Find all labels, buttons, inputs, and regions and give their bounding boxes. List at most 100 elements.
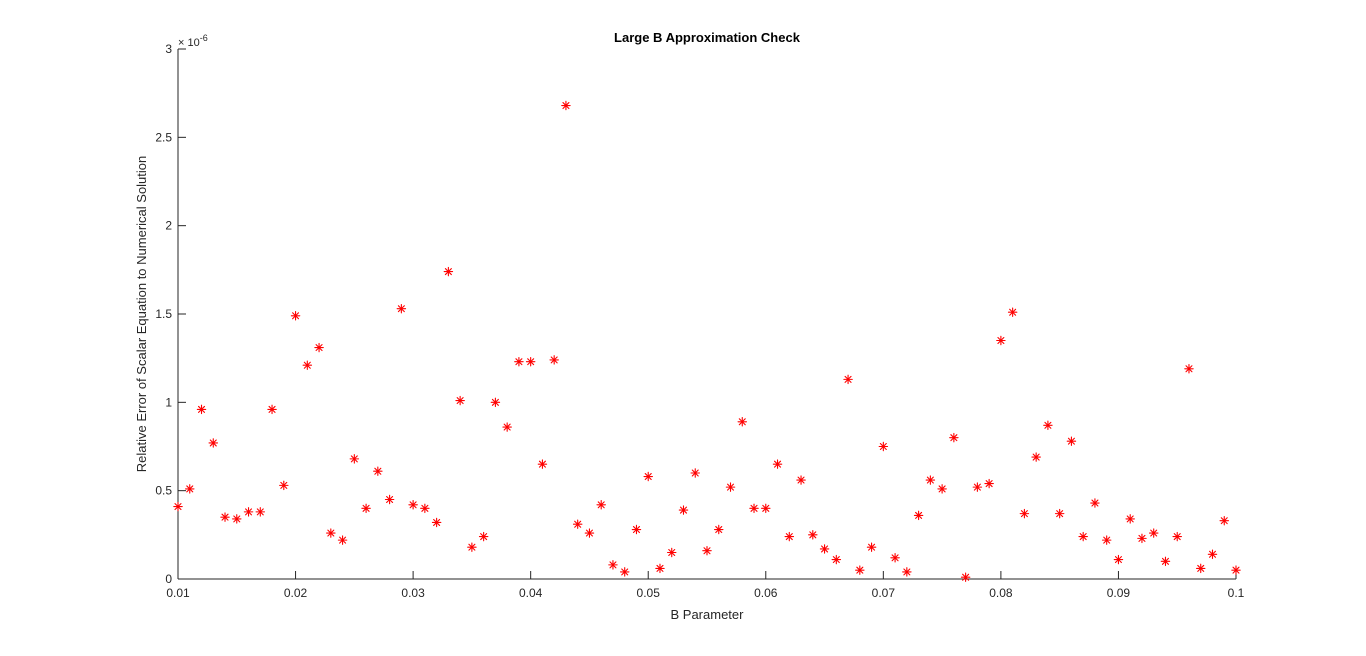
data-series [173, 100, 1241, 582]
data-point [537, 459, 548, 469]
data-point [443, 266, 454, 277]
data-point [937, 484, 947, 494]
x-tick-label: 0.06 [754, 586, 778, 600]
data-point [1231, 565, 1241, 575]
data-point [208, 438, 219, 448]
data-point [373, 466, 383, 476]
y-tick-label: 0.5 [155, 484, 172, 498]
data-point [596, 500, 606, 510]
y-exponent-prefix: × 10 [178, 37, 200, 49]
y-tick-label: 0 [165, 572, 172, 586]
data-point [655, 563, 665, 574]
y-tick-label: 1.5 [155, 307, 172, 321]
data-point [1019, 508, 1030, 519]
data-point [1137, 533, 1147, 544]
data-point [666, 547, 677, 558]
data-point [1007, 307, 1018, 317]
data-point [972, 482, 983, 492]
data-point [1054, 508, 1065, 519]
data-point [949, 432, 959, 443]
data-point [514, 356, 524, 367]
data-point [420, 503, 430, 514]
data-point [525, 356, 536, 367]
data-point [902, 567, 912, 577]
data-point [725, 482, 736, 492]
data-point [326, 528, 336, 538]
data-point [279, 480, 289, 491]
y-axis-ticks: 0 0.5 1 1.5 2 2.5 3 [155, 42, 186, 586]
data-point [796, 475, 806, 485]
data-point [243, 507, 254, 517]
data-point [1160, 556, 1171, 567]
data-point [1078, 531, 1088, 542]
data-point [584, 528, 595, 538]
y-tick-label: 2.5 [155, 130, 172, 144]
x-tick-label: 0.03 [401, 586, 425, 600]
data-point [984, 478, 994, 489]
data-point [361, 503, 371, 514]
data-point [255, 507, 266, 517]
data-point [185, 484, 195, 494]
data-point [1113, 554, 1124, 565]
data-point [1195, 563, 1206, 574]
data-point [737, 417, 748, 427]
data-point [631, 524, 642, 535]
data-point [608, 560, 618, 570]
data-point [1043, 420, 1053, 431]
x-tick-label: 0.09 [1107, 586, 1131, 600]
data-point [1184, 364, 1194, 374]
y-tick-label: 1 [165, 395, 172, 409]
data-point [396, 303, 407, 314]
data-point [808, 530, 818, 540]
x-tick-label: 0.07 [872, 586, 896, 600]
data-point [561, 100, 571, 111]
data-point [996, 335, 1006, 346]
data-point [455, 395, 465, 406]
data-point [890, 553, 900, 563]
data-point [1101, 535, 1112, 545]
x-axis-label: B Parameter [671, 607, 745, 622]
data-point [1172, 531, 1182, 542]
data-point [220, 512, 230, 522]
data-point [1066, 436, 1077, 446]
data-point [925, 475, 936, 485]
data-point [549, 355, 559, 365]
data-point [302, 360, 313, 370]
data-point [749, 503, 759, 514]
data-point [690, 468, 700, 478]
data-point [619, 567, 630, 577]
data-point [1148, 528, 1159, 538]
data-point [196, 404, 207, 415]
data-point [960, 572, 971, 582]
x-axis-ticks: 0.01 0.02 0.03 0.04 0.05 0.06 0.07 0.08 0.09 0.1 [166, 571, 1245, 600]
data-point [490, 397, 501, 408]
axes [177, 49, 1236, 580]
data-point [855, 565, 865, 575]
y-tick-label: 2 [165, 219, 172, 233]
x-tick-label: 0.08 [989, 586, 1013, 600]
data-point [643, 471, 653, 482]
data-point [1207, 549, 1218, 560]
chart-title: Large B Approximation Check [614, 30, 801, 45]
data-point [866, 542, 877, 552]
data-point [913, 510, 924, 521]
data-point [232, 514, 242, 524]
data-point [502, 422, 512, 432]
data-point [714, 524, 724, 535]
data-point [1090, 498, 1100, 508]
data-point [467, 542, 477, 552]
x-tick-label: 0.01 [166, 586, 190, 600]
y-axis-label: Relative Error of Scalar Equation to Num… [134, 156, 149, 472]
data-point [831, 554, 842, 565]
y-exponent-label: × 10-6 [178, 33, 208, 49]
data-point [173, 501, 183, 512]
data-point [267, 404, 277, 415]
data-point [772, 459, 783, 469]
y-tick-label: 3 [165, 42, 172, 56]
data-point [478, 531, 489, 542]
data-point [702, 545, 712, 556]
data-point [349, 454, 360, 464]
y-exponent-power: -6 [200, 33, 208, 43]
